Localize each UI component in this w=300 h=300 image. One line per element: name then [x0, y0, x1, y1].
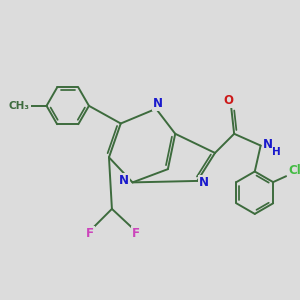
Text: N: N [153, 97, 163, 110]
Text: Cl: Cl [288, 164, 300, 177]
Text: F: F [131, 227, 140, 240]
Text: N: N [263, 138, 273, 151]
Text: N: N [199, 176, 209, 189]
Text: CH₃: CH₃ [9, 101, 30, 111]
Text: O: O [223, 94, 233, 107]
Text: F: F [86, 227, 94, 240]
Text: H: H [272, 147, 280, 157]
Text: N: N [119, 174, 129, 188]
